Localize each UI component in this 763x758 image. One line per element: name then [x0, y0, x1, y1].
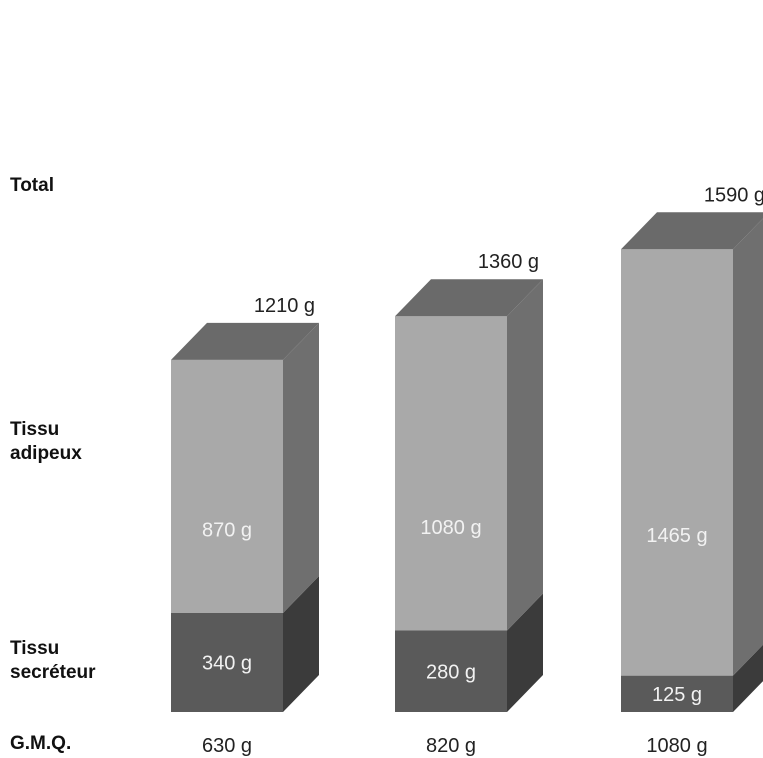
row-label-total: Total	[10, 174, 54, 198]
row-label-adipose-line2: adipeux	[10, 443, 82, 464]
bar-secretory-side-2	[507, 593, 543, 712]
row-label-gmq-text: G.M.Q.	[10, 733, 72, 754]
bar-top-3	[621, 212, 763, 250]
bar-adipose-front-3	[621, 249, 733, 676]
label-total-3: 1590 g	[704, 184, 763, 206]
labels-layer: 340 g 870 g 1210 g 630 g 280 g 1080 g 1360 g 82…	[202, 184, 763, 757]
row-label-gmq: G.M.Q.	[10, 732, 71, 756]
bar-secretory-front-1	[171, 613, 283, 712]
bar-secretory-front-3	[621, 675, 733, 712]
label-secretory-1: 340 g	[202, 653, 252, 675]
category-label-2: 820 g	[426, 735, 476, 757]
bar-adipose-front-2	[395, 316, 507, 631]
bar-top-2	[395, 279, 543, 317]
row-label-secretory-tissue: Tissu secréteur	[10, 637, 96, 685]
label-total-2: 1360 g	[478, 251, 539, 273]
category-label-1: 630 g	[202, 735, 252, 757]
label-secretory-3: 125 g	[652, 684, 702, 706]
bar-secretory-side-3	[733, 644, 763, 712]
label-total-1: 1210 g	[254, 295, 315, 317]
bar-adipose-side-2	[507, 279, 543, 631]
row-label-total-text: Total	[10, 175, 54, 196]
bar-secretory-front-2	[395, 630, 507, 712]
row-label-adipose-tissue: Tissu adipeux	[10, 418, 82, 466]
row-label-secretory-line2: secréteur	[10, 662, 96, 683]
bar-top-1	[171, 322, 319, 360]
category-label-3: 1080 g	[646, 735, 707, 757]
bar-secretory-side-1	[283, 576, 319, 712]
bar-adipose-front-1	[171, 359, 283, 614]
bar-adipose-side-1	[283, 322, 319, 614]
row-label-secretory-line1: Tissu	[10, 638, 60, 659]
bar-adipose-side-3	[733, 218, 763, 676]
label-secretory-2: 280 g	[426, 661, 476, 683]
bars-layer	[171, 212, 763, 712]
label-adipose-3: 1465 g	[646, 525, 707, 547]
label-adipose-2: 1080 g	[420, 517, 481, 539]
row-label-adipose-line1: Tissu	[10, 419, 60, 440]
label-adipose-1: 870 g	[202, 520, 252, 542]
